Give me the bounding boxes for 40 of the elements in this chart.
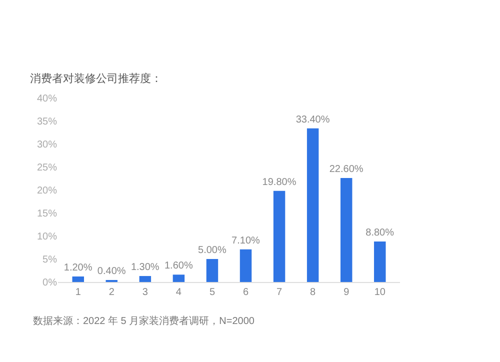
- y-tick-label: 35%: [36, 116, 58, 128]
- x-tick-label: 8: [310, 287, 316, 298]
- y-tick-label: 40%: [36, 94, 58, 104]
- x-tick-label: 5: [209, 287, 216, 298]
- y-tick-label: 15%: [36, 208, 58, 220]
- data-label: 1.30%: [130, 262, 160, 274]
- y-tick-label: 25%: [36, 162, 58, 174]
- y-tick-label: 30%: [36, 140, 58, 150]
- x-tick-label: 1: [75, 287, 82, 298]
- x-tick-label: 2: [108, 287, 115, 298]
- x-tick-label: 6: [242, 287, 249, 298]
- bar: [240, 249, 252, 282]
- data-label: 1.60%: [164, 260, 193, 272]
- y-tick-label: 0%: [42, 278, 58, 288]
- x-tick-label: 4: [176, 287, 182, 298]
- y-tick-label: 10%: [36, 232, 58, 242]
- y-tick-label: 20%: [36, 186, 58, 196]
- x-tick-label: 7: [276, 287, 283, 298]
- bar: [374, 242, 386, 282]
- data-label: 19.80%: [262, 176, 296, 188]
- x-tick-label: 9: [344, 287, 350, 298]
- data-label: 22.60%: [329, 164, 364, 176]
- bar: [139, 276, 152, 282]
- x-tick-label: 10: [374, 287, 386, 298]
- bar: [72, 276, 84, 282]
- data-label: 33.40%: [296, 114, 330, 126]
- data-label: 8.80%: [366, 228, 394, 239]
- y-tick-label: 5%: [42, 254, 58, 266]
- bar: [306, 128, 319, 282]
- bar: [340, 178, 352, 282]
- data-label: 5.00%: [198, 245, 226, 256]
- data-label: 0.40%: [97, 266, 126, 277]
- bar: [206, 259, 218, 282]
- source-note: 数据来源：2022 年 5 月家装消费者调研，N=2000: [33, 315, 255, 327]
- data-label: 7.10%: [232, 235, 260, 246]
- x-tick-label: 3: [142, 287, 148, 298]
- data-label: 1.20%: [64, 262, 92, 274]
- chart-title: 消费者对装修公司推荐度：: [30, 72, 162, 85]
- bar: [172, 274, 185, 282]
- bar: [273, 190, 286, 282]
